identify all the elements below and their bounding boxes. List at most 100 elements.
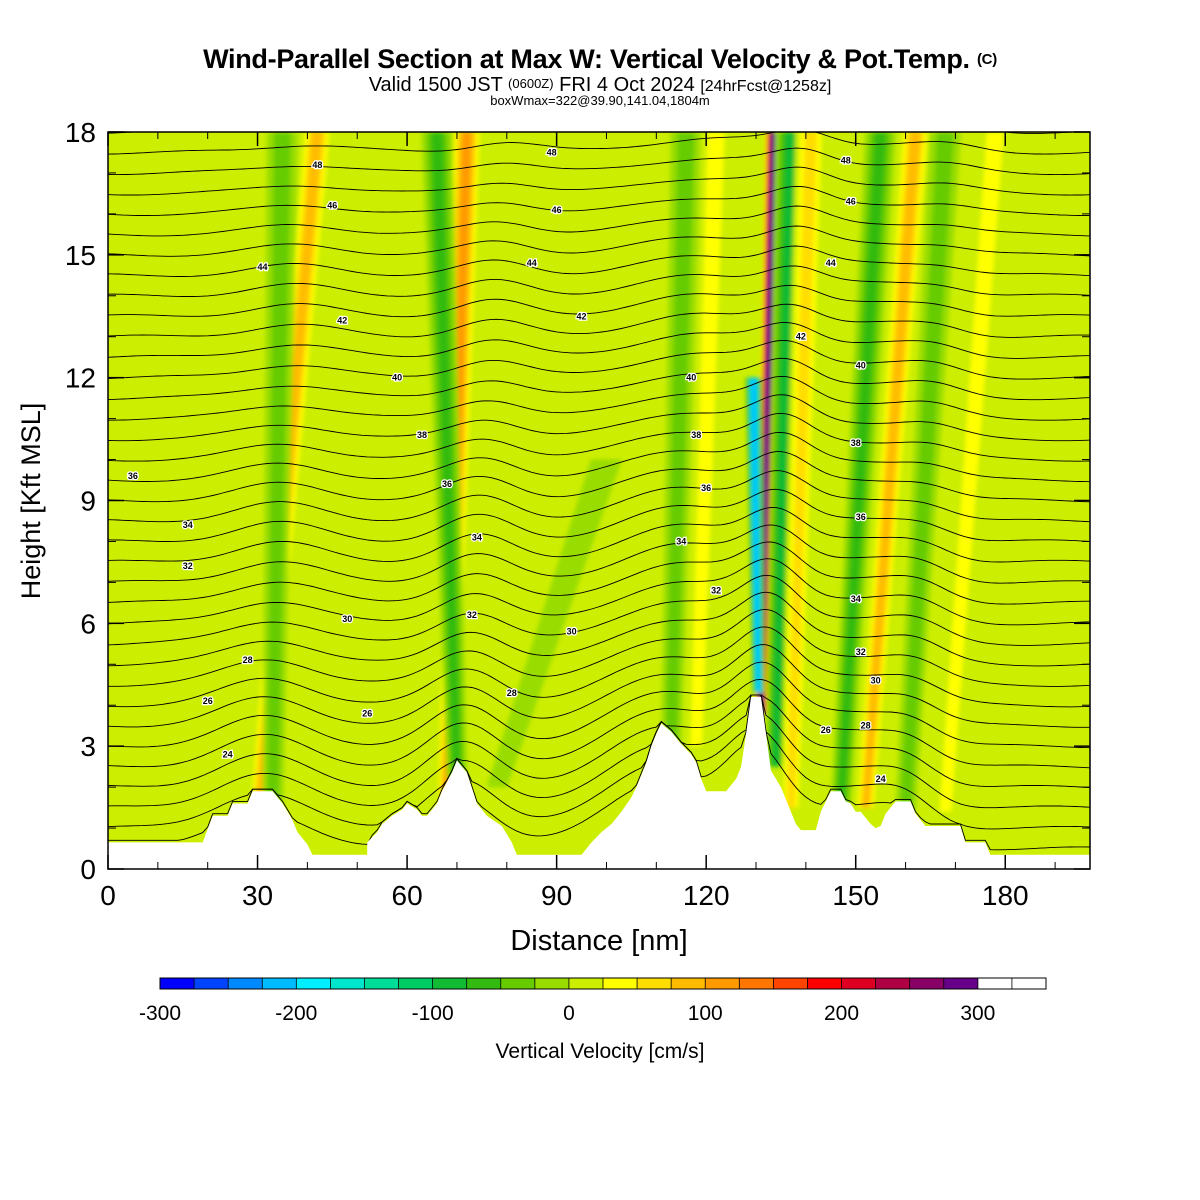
colorbar-swatch xyxy=(534,978,570,989)
theta-contour xyxy=(108,225,1090,257)
plume-band xyxy=(786,132,818,808)
y-tick-label: 9 xyxy=(80,486,96,517)
theta-label-text: 30 xyxy=(342,614,352,624)
plot-area: 48 48 48 46 46 46 44 44 44 42 42 42 40 40 40 38 38 38 36 36… xyxy=(108,132,1090,869)
theta-contour xyxy=(108,574,1090,646)
theta-label: 40 xyxy=(854,359,867,372)
theta-label: 32 xyxy=(181,560,194,573)
velocity-plume-15 xyxy=(935,132,1011,812)
colorbar-swatch xyxy=(364,978,399,989)
theta-contour xyxy=(108,340,1090,380)
y-axis-label: Height [Kft MSL] xyxy=(16,403,46,600)
plume-band xyxy=(862,132,921,808)
theta-label-text: 28 xyxy=(861,721,871,731)
theta-label-text: 48 xyxy=(312,160,322,170)
velocity-plume-12 xyxy=(830,132,897,808)
theta-label: 36 xyxy=(854,511,867,524)
theta-label: 44 xyxy=(525,257,538,270)
colorbar-swatch xyxy=(500,978,536,989)
theta-label-text: 48 xyxy=(547,147,557,157)
colorbar-swatch xyxy=(773,978,808,989)
theta-label: 30 xyxy=(341,613,354,626)
theta-contour xyxy=(108,694,1090,830)
theta-label: 42 xyxy=(575,310,588,323)
theta-label-text: 46 xyxy=(327,201,337,211)
theta-label: 34 xyxy=(181,519,194,532)
theta-label: 46 xyxy=(326,199,339,212)
colorbar-tick-label: 0 xyxy=(563,1002,575,1025)
theta-label-text: 28 xyxy=(243,655,253,665)
theta-label-text: 24 xyxy=(223,749,233,759)
plume-band xyxy=(899,132,954,812)
colorbar-swatch xyxy=(909,978,945,989)
theta-contour xyxy=(108,626,1090,708)
colorbar-swatch xyxy=(330,978,365,989)
colorbar-swatch xyxy=(466,978,502,989)
theta-label-text: 32 xyxy=(183,561,193,571)
colorbar-swatch xyxy=(296,978,331,989)
theta-label-text: 30 xyxy=(567,627,577,637)
x-tick-label: 60 xyxy=(392,880,423,911)
theta-contour xyxy=(108,694,1090,789)
colorbar-swatch xyxy=(568,978,604,989)
colorbar-tick-label: -300 xyxy=(139,1002,181,1025)
plume-band xyxy=(486,459,622,788)
theta-label-text: 44 xyxy=(826,258,836,268)
box-max-note: boxWmax=322@39.90,141.04,1804m xyxy=(490,93,710,108)
theta-label: 28 xyxy=(859,719,872,732)
colorbar-swatch xyxy=(943,978,979,989)
theta-label-text: 36 xyxy=(442,479,452,489)
theta-label-text: 30 xyxy=(871,676,881,686)
theta-label: 28 xyxy=(506,687,519,700)
velocity-plume-11 xyxy=(780,132,827,808)
colorbar: -300 -200 -100 0 100 200 300 xyxy=(139,977,1047,1025)
theta-labels: 48 48 48 46 46 46 44 44 44 42 42 42 40 40 40 38 38 38 36 36… xyxy=(127,146,887,786)
y-tick-label: 3 xyxy=(80,731,96,762)
x-tick-label: 30 xyxy=(242,880,273,911)
theta-label-text: 26 xyxy=(362,708,372,718)
theta-contour xyxy=(108,245,1090,277)
theta-contour xyxy=(108,661,1090,749)
theta-label: 24 xyxy=(874,773,887,786)
colorbar-swatch xyxy=(603,978,638,989)
theta-label: 30 xyxy=(869,674,882,687)
colorbar-swatch xyxy=(875,978,910,989)
colorbar-swatch xyxy=(807,978,842,989)
theta-label-text: 36 xyxy=(856,512,866,522)
theta-contour xyxy=(108,375,1090,421)
theta-label-text: 38 xyxy=(417,430,427,440)
theta-label-text: 32 xyxy=(856,647,866,657)
colorbar-swatch xyxy=(160,978,195,989)
theta-contour xyxy=(108,541,1090,605)
x-tick-label: 120 xyxy=(683,880,730,911)
theta-label-text: 34 xyxy=(676,536,686,546)
theta-label-text: 42 xyxy=(337,315,347,325)
theta-label-text: 44 xyxy=(258,262,268,272)
theta-contour xyxy=(108,678,1090,769)
theta-contour xyxy=(108,303,1090,338)
copyright-mark: (C) xyxy=(976,51,997,68)
colorbar-swatch xyxy=(228,978,263,989)
colorbar-swatch xyxy=(841,978,876,989)
vertical-velocity-field xyxy=(197,132,1011,829)
colorbar-tick-label: 200 xyxy=(824,1002,859,1025)
theta-label: 36 xyxy=(127,470,140,483)
theta-label-text: 40 xyxy=(856,360,866,370)
plume-band xyxy=(836,132,887,808)
theta-label-text: 38 xyxy=(691,430,701,440)
theta-contour xyxy=(108,132,1090,155)
x-tick-label: 0 xyxy=(100,880,116,911)
plume-band xyxy=(690,132,725,747)
theta-contour xyxy=(108,558,1090,626)
x-tick-label: 180 xyxy=(982,880,1029,911)
y-tick-label: 0 xyxy=(80,854,96,885)
theta-label-text: 38 xyxy=(851,438,861,448)
colorbar-swatch xyxy=(637,978,672,989)
velocity-plume-5 xyxy=(486,459,622,788)
colorbar-swatch xyxy=(671,978,706,989)
y-tick-label: 12 xyxy=(65,363,96,394)
theta-label: 40 xyxy=(685,371,698,384)
colorbar-swatch xyxy=(194,978,229,989)
theta-label-text: 28 xyxy=(507,688,517,698)
